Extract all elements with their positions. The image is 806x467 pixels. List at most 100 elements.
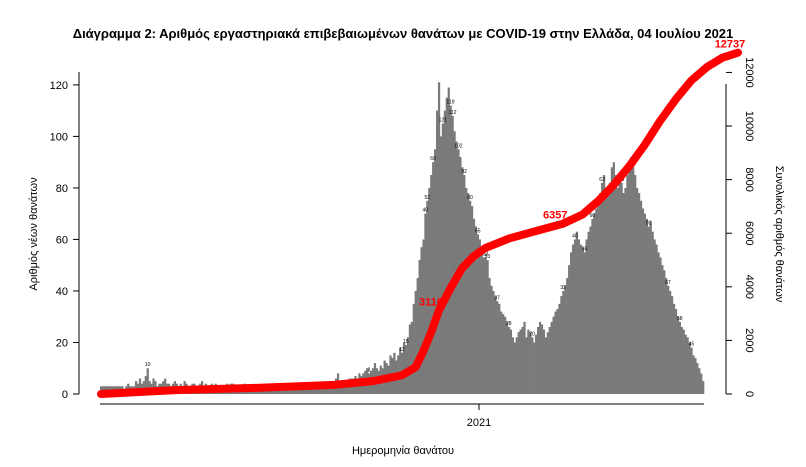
bar: [548, 327, 551, 394]
bar: [661, 265, 664, 394]
bar: [655, 244, 658, 394]
bar: [626, 175, 629, 394]
bar: [465, 187, 468, 394]
bar: [606, 193, 610, 394]
bar: [420, 247, 423, 394]
bar: [463, 175, 466, 394]
bar: [678, 321, 681, 394]
bar: [152, 378, 155, 394]
bar: [686, 337, 689, 394]
bar: [445, 97, 448, 394]
cumulative-annotations: 3116 6357 12737: [419, 39, 745, 309]
bar: [441, 123, 445, 395]
bar: [552, 316, 555, 394]
bar: [478, 239, 481, 394]
cumulative-line: [96, 48, 742, 398]
bar: [509, 329, 513, 394]
bar: [645, 218, 648, 394]
bar: [682, 329, 685, 394]
bar: [669, 290, 672, 394]
bar: [603, 175, 606, 394]
bar: [340, 383, 344, 394]
bar: [688, 342, 691, 394]
bar: [443, 110, 446, 394]
bar: [636, 187, 639, 394]
bar-data-label: 28: [704, 0, 710, 2]
bar: [614, 175, 617, 394]
bar: [591, 218, 594, 394]
bar: [447, 87, 450, 395]
bar: [416, 278, 419, 394]
cumulative-label: 6357: [543, 210, 567, 222]
y-tick-label: 0: [62, 389, 68, 401]
bar: [589, 226, 592, 394]
bar: [550, 321, 553, 394]
bar: [540, 324, 544, 394]
bar: [604, 187, 608, 394]
bar: [321, 386, 324, 394]
bar: [490, 285, 493, 394]
bar: [595, 208, 598, 394]
bar: [309, 386, 312, 394]
bar: [571, 244, 575, 394]
bar: [698, 368, 701, 394]
bar: [455, 141, 458, 394]
bar-data-label: 119: [447, 99, 455, 105]
bar: [643, 213, 647, 394]
bar: [494, 296, 497, 394]
bar: [542, 329, 546, 394]
y2-tick-label: 6000: [743, 221, 755, 245]
bar: [502, 314, 505, 394]
bar-data-label: 53: [485, 254, 491, 260]
bar: [573, 239, 577, 394]
bar: [702, 381, 705, 394]
bar: [461, 167, 464, 394]
bar-data-label: 58: [677, 316, 683, 322]
bar: [472, 218, 476, 394]
bar: [599, 193, 602, 394]
bar: [498, 303, 501, 394]
bar: [694, 357, 697, 394]
bar: [696, 363, 699, 394]
y-tick-label: 60: [56, 234, 68, 246]
bar: [583, 252, 586, 394]
bar: [568, 265, 571, 394]
bar: [480, 252, 483, 394]
bar: [428, 187, 431, 394]
bar-data-label: 8: [368, 367, 371, 373]
bar: [521, 327, 524, 394]
chart-title: Διάγραμμα 2: Αριθμός εργαστηριακά επιβεβ…: [73, 26, 734, 41]
bar: [412, 303, 415, 394]
bar: [515, 337, 518, 394]
bar: [505, 321, 509, 394]
bar: [513, 342, 516, 394]
bar: [593, 213, 596, 394]
bar: [579, 244, 582, 394]
bar: [523, 321, 526, 394]
bar: [620, 182, 623, 394]
cumulative-label: 12737: [715, 39, 746, 51]
bar: [569, 252, 573, 394]
bar: [527, 329, 530, 394]
bar: [303, 386, 307, 394]
bar-data-label: 14: [727, 0, 733, 2]
bar: [622, 193, 625, 394]
bar: [536, 327, 540, 394]
y2-axis-label: Συνολικός αριθμός θανάτων: [773, 166, 785, 303]
bar: [301, 386, 305, 394]
bar: [484, 257, 487, 394]
y2-tick-label: 10000: [743, 111, 755, 142]
bar: [663, 270, 666, 394]
bar: [651, 231, 654, 394]
bar-data-label: 20: [720, 0, 726, 2]
bar: [564, 285, 567, 394]
bar-data-label: 92: [461, 169, 467, 175]
bar: [327, 386, 330, 394]
bar: [531, 337, 534, 394]
bar: [628, 162, 631, 394]
bar: [535, 334, 538, 394]
bar: [325, 386, 328, 394]
bar: [500, 311, 503, 394]
y-tick-label: 100: [50, 131, 68, 143]
